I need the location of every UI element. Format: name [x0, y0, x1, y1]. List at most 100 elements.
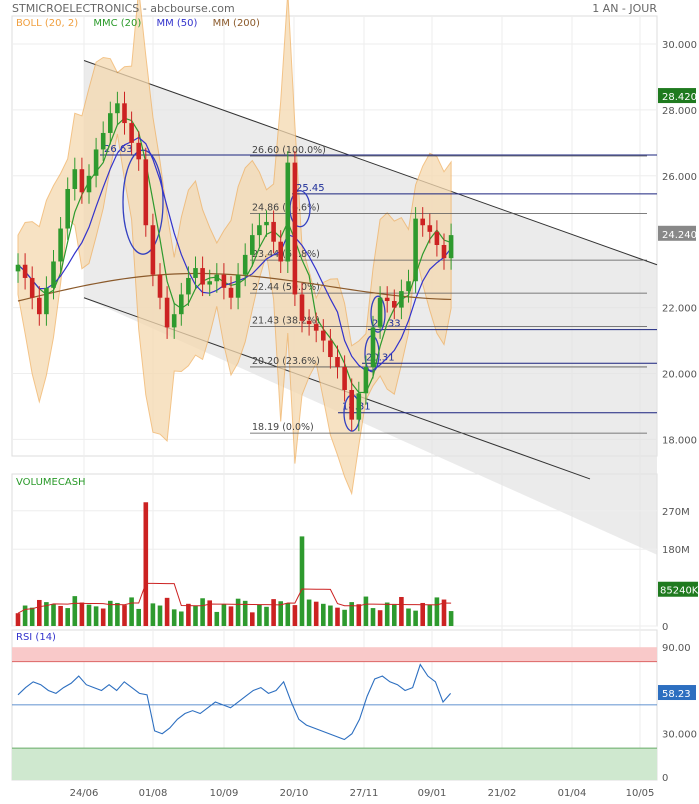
volume-bar	[72, 596, 78, 626]
volume-bar	[392, 604, 397, 626]
candle-body	[108, 113, 113, 133]
x-tick-label: 10/05	[626, 788, 655, 799]
candle-body	[29, 277, 35, 298]
fibonacci-label: 20.20 (23.6%)	[252, 356, 320, 367]
candle-body	[370, 327, 376, 367]
volume-bar	[86, 604, 92, 626]
candle-body	[356, 393, 362, 420]
candle-body	[115, 103, 120, 114]
price-tick-label: 18.000	[662, 435, 697, 446]
volume-bar	[399, 596, 404, 626]
volume-bar	[157, 605, 163, 626]
volume-bar	[186, 603, 191, 626]
level-label: 20.31	[366, 352, 395, 363]
volume-bar	[200, 598, 205, 626]
x-tick-label: 09/01	[418, 788, 447, 799]
candle-body	[448, 235, 454, 259]
volume-bar	[250, 612, 255, 626]
candle-body	[214, 274, 220, 282]
volume-bar	[108, 600, 113, 626]
price-tag-label: 24.240	[662, 230, 697, 241]
volume-bar	[207, 600, 212, 626]
candle-body	[15, 264, 21, 272]
candle-body	[136, 142, 141, 160]
price-tick-label: 20.000	[662, 370, 697, 381]
candle-body	[321, 330, 326, 341]
candle-body	[72, 169, 78, 189]
volume-bar	[29, 607, 35, 626]
candle-body	[285, 162, 291, 262]
volume-bar	[122, 605, 127, 626]
candle-body	[299, 294, 305, 321]
candle-body	[306, 320, 312, 325]
x-tick-label: 10/09	[210, 788, 239, 799]
candle-body	[164, 297, 170, 328]
candle-body	[427, 225, 433, 232]
volume-bar	[342, 609, 347, 626]
candle-body	[328, 340, 333, 358]
indicator-legend: BOLL (20, 2) MMC (20) MM (50) MM (200)	[16, 18, 260, 29]
candle-body	[399, 291, 404, 308]
candle-body	[441, 245, 447, 259]
rsi-tag-label: 58.23	[662, 689, 691, 700]
volume-bar	[37, 599, 42, 626]
price-tag-box	[658, 225, 696, 241]
rsi-title: RSI (14)	[16, 632, 56, 643]
price-tag-box	[658, 88, 696, 104]
candle-body	[363, 366, 369, 394]
volume-bar	[448, 611, 454, 626]
volume-bar	[264, 606, 269, 626]
candle-body	[37, 297, 42, 315]
volume-bar	[335, 607, 340, 626]
candle-body	[65, 188, 70, 229]
candle-body	[122, 103, 127, 124]
price-tick-label: 26.000	[662, 172, 697, 183]
legend-mm50: MM (50)	[156, 18, 198, 29]
candle-body	[157, 274, 163, 298]
volume-bar	[356, 604, 362, 626]
candle-body	[278, 241, 283, 262]
legend-mmc20: MMC (20)	[93, 18, 142, 29]
volume-tag-box	[658, 581, 698, 597]
volume-bar	[58, 605, 63, 626]
candle-body	[100, 132, 106, 150]
candle-body	[186, 277, 191, 295]
candle-body	[392, 301, 397, 308]
candle-body	[129, 123, 134, 143]
ma50-line	[17, 136, 452, 372]
candle-body	[349, 389, 354, 420]
price-tag-label: 28.420	[662, 92, 697, 103]
candle-body	[313, 324, 319, 331]
x-tick-label: 01/04	[558, 788, 587, 799]
volume-bar	[115, 602, 120, 626]
channel-upper-line	[83, 60, 658, 266]
volume-bar	[427, 604, 433, 626]
volume-bar	[349, 602, 354, 626]
volume-bar	[384, 602, 390, 626]
fibonacci-label: 21.43 (38.2%)	[252, 315, 320, 326]
candle-body	[257, 225, 262, 236]
candle-body	[143, 159, 149, 226]
volume-tick-label: 0	[662, 622, 668, 633]
level-label: 18.81	[342, 402, 371, 413]
volume-tick-label: 180M	[662, 545, 690, 556]
fibonacci-label: 18.19 (0.0%)	[252, 422, 314, 433]
x-tick-label: 27/11	[350, 788, 379, 799]
candle-body	[271, 221, 276, 242]
rsi-overbought-zone	[12, 647, 657, 662]
volume-average-line	[17, 582, 452, 614]
volume-bar	[271, 599, 276, 626]
candle-body	[150, 225, 156, 275]
rsi-line	[17, 663, 452, 741]
x-tick-label: 24/06	[70, 788, 99, 799]
price-tick-label: 30.000	[662, 40, 697, 51]
volume-bar	[441, 599, 447, 626]
volume-bar	[242, 600, 248, 626]
volume-bar	[221, 604, 227, 626]
volume-tick-label: 270M	[662, 507, 690, 518]
volume-bar	[313, 601, 319, 626]
volume-bar	[434, 597, 440, 626]
candle-body	[58, 228, 63, 262]
volume-bar	[292, 605, 298, 626]
candle-body	[434, 231, 440, 245]
